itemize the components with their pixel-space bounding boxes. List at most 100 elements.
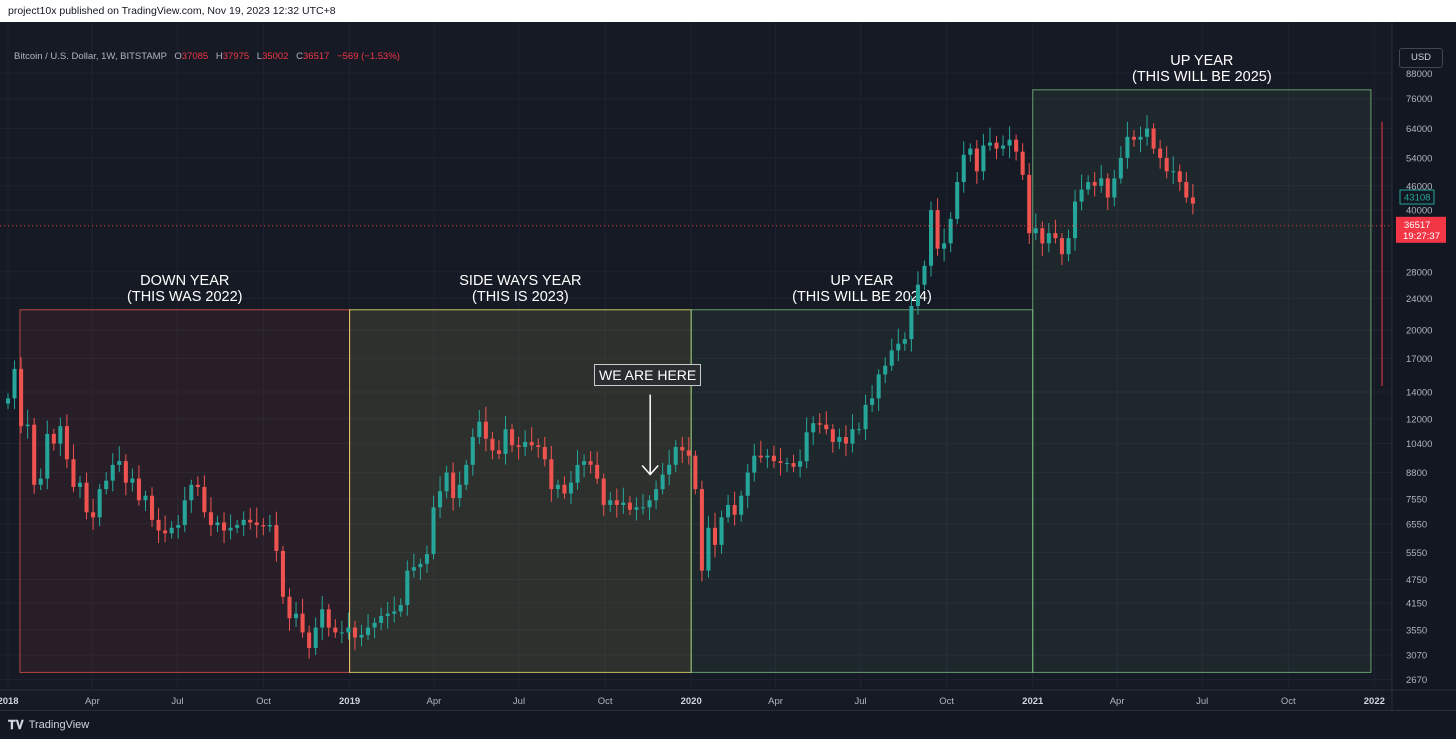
low-label: L [256, 51, 263, 62]
x-tick-label: Apr [1110, 696, 1125, 707]
candle-body [307, 632, 312, 648]
candle-body [837, 437, 842, 442]
candle-body [333, 627, 338, 633]
candle-body [529, 441, 534, 446]
candle-body [555, 484, 560, 490]
candle-body [863, 404, 868, 430]
x-tick-label: 2019 [339, 696, 360, 707]
tradingview-logo-icon[interactable]: 𝐓𝐕 [8, 717, 24, 732]
candle-body [451, 472, 456, 498]
candle-body [928, 210, 934, 266]
candle-body [791, 462, 796, 467]
candle-body [536, 445, 541, 447]
candle-body [712, 527, 718, 545]
candle-body [457, 484, 462, 498]
y-tick-label: 14000 [1406, 388, 1432, 399]
candle-body [254, 522, 259, 526]
candle-body [91, 512, 96, 518]
candle-body [143, 495, 148, 501]
candle-body [136, 478, 141, 501]
candle-body [490, 438, 495, 451]
candle-body [444, 472, 449, 492]
x-tick-label: Jul [513, 696, 525, 707]
candle-body [568, 482, 574, 494]
candle-body [942, 243, 947, 249]
candle-body [438, 491, 443, 508]
candle-body [149, 495, 155, 520]
candle-body [228, 527, 233, 531]
candle-body [241, 519, 246, 526]
currency-button[interactable]: USD [1399, 48, 1443, 68]
candle-body [64, 426, 69, 460]
candle-body [1190, 197, 1195, 204]
candle-body [745, 472, 750, 496]
candle-body [248, 519, 253, 523]
we-are-here-callout: WE ARE HERE [594, 364, 702, 386]
candle-body [1145, 128, 1150, 137]
candle-body [5, 398, 11, 404]
candle-body [627, 502, 632, 510]
candle-body [346, 627, 351, 633]
candle-body [195, 484, 200, 487]
y-tick-label: 76000 [1406, 94, 1432, 105]
x-tick-label: Apr [427, 696, 442, 707]
candle-body [392, 611, 397, 614]
candle-body [549, 459, 554, 490]
candle-body [287, 596, 292, 619]
candle-body [313, 627, 318, 648]
candle-body [1131, 136, 1136, 140]
candle-body [163, 530, 168, 534]
candle-body [496, 450, 501, 454]
chart-area[interactable]: DOWN YEAR (THIS WAS 2022) SIDE WAYS YEAR (T… [0, 22, 1456, 710]
candle-body [902, 339, 907, 344]
candle-body [1118, 157, 1123, 179]
candle-body [1125, 136, 1130, 158]
candle-body [464, 464, 469, 485]
candle-body [889, 350, 894, 366]
candle-body [483, 421, 488, 439]
open-value: 37085 [181, 51, 209, 62]
candle-body [922, 265, 927, 285]
y-tick-label: 54000 [1406, 153, 1432, 164]
candle-body [1158, 148, 1163, 158]
candle-body [1007, 139, 1012, 146]
y-tick-label: 17000 [1406, 354, 1432, 365]
y-tick-label: 20000 [1406, 326, 1432, 337]
candle-body [1086, 182, 1091, 190]
candle-body [431, 507, 436, 555]
candle-body [588, 461, 593, 465]
candle-body [843, 437, 848, 444]
candle-body [686, 450, 691, 456]
candle-body [169, 527, 174, 534]
candle-body [45, 433, 50, 479]
x-tick-label: 2021 [1022, 696, 1044, 707]
candle-body [71, 459, 76, 487]
candle-body [948, 218, 953, 244]
candle-body [1033, 228, 1038, 234]
x-tick-label: Jul [171, 696, 183, 707]
y-tick-label: 5550 [1406, 548, 1427, 559]
candlestick-chart[interactable]: DOWN YEAR(THIS WAS 2022)SIDE WAYS YEAR(T… [0, 22, 1456, 710]
candle-body [699, 489, 704, 571]
publish-header: project10x published on TradingView.com,… [0, 0, 1456, 22]
candle-body [1014, 139, 1019, 152]
candle-body [673, 446, 678, 465]
y-tick-label: 24000 [1406, 294, 1432, 305]
candle-body [752, 455, 757, 473]
x-tick-label: Oct [1281, 696, 1296, 707]
close-label: C [296, 51, 304, 62]
candle-body [208, 512, 213, 526]
brand-name[interactable]: TradingView [28, 719, 90, 731]
x-tick-label: 2022 [1364, 696, 1385, 707]
candle-body [19, 368, 24, 427]
candle-body [680, 446, 685, 451]
candle-body [25, 424, 30, 427]
candle-body [654, 489, 659, 501]
zone-sublabel-4: (THIS WILL BE 2025) [1132, 69, 1272, 85]
candle-body [1151, 128, 1156, 149]
candle-body [359, 634, 364, 638]
candle-body [856, 429, 862, 431]
marker-price-label: 43108 [1404, 193, 1430, 204]
candle-body [706, 527, 711, 571]
candle-body [294, 613, 299, 619]
